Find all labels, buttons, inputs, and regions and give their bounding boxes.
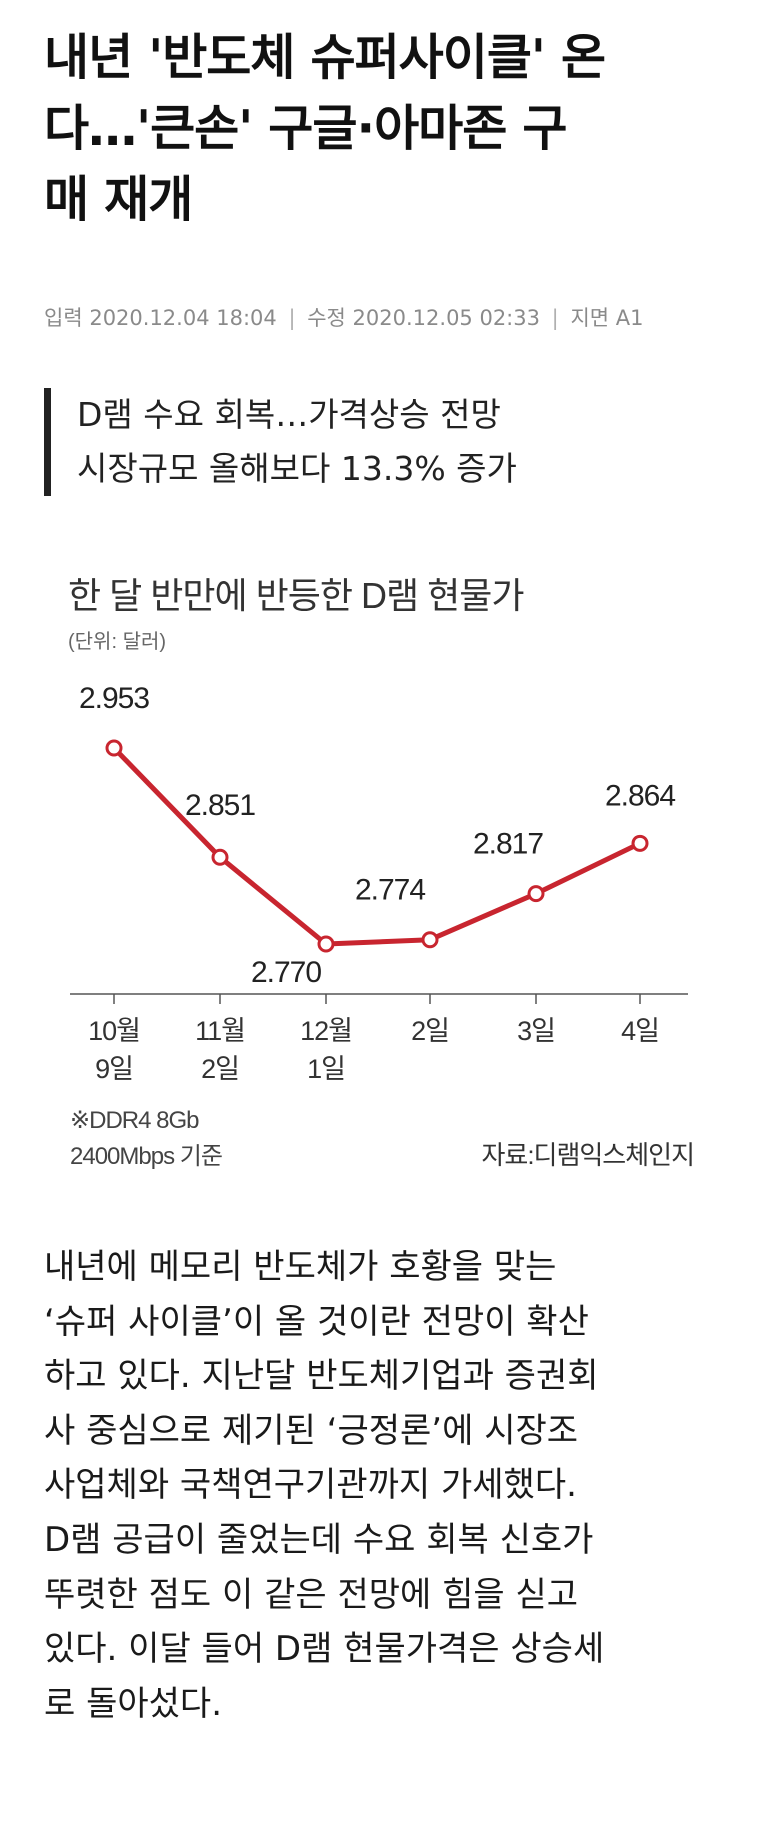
headline-line: 내년 '반도체 슈퍼사이클' 온 (44, 29, 606, 86)
article-subhead: D램 수요 회복…가격상승 전망 시장규모 올해보다 13.3% 증가 (44, 388, 760, 496)
x-tick-label: 11월 (195, 1016, 245, 1046)
input-time: 2020.12.04 18:04 (89, 306, 277, 330)
chart-title: 한 달 반만에 반등한 D램 현물가 (68, 575, 523, 616)
input-label: 입력 (44, 306, 83, 330)
page-label: 지면 (570, 306, 610, 330)
modified-label: 수정 (307, 306, 346, 330)
chart-source: 자료:디램익스체인지 (481, 1140, 694, 1170)
data-label: 2.770 (251, 956, 321, 989)
chart-unit-note: (단위: 달러) (68, 630, 166, 653)
body-line: 사 중심으로 제기된 ‘긍정론’에 시장조 (44, 1410, 579, 1451)
x-tick-label: 10월 (88, 1016, 140, 1046)
body-line: 내년에 메모리 반도체가 호황을 맞는 (44, 1247, 557, 1287)
subhead-line: D램 수요 회복…가격상승 전망 (77, 395, 501, 434)
price-chart-svg: 한 달 반만에 반등한 D램 현물가 (단위: 달러) 2.953 2.851 2.77… (68, 575, 695, 1170)
data-label: 2.864 (605, 779, 675, 812)
body-line: 사업체와 국책연구기관까지 가세했다. (44, 1465, 577, 1506)
body-line: 있다. 이달 들어 D램 현물가격은 상승세 (44, 1629, 605, 1670)
x-tick-label: 2일 (411, 1016, 449, 1046)
subhead-line: 시장규모 올해보다 13.3% 증가 (77, 449, 517, 488)
page-number: A1 (615, 306, 644, 330)
data-point (317, 935, 335, 953)
x-tick-label: 4일 (621, 1016, 659, 1046)
chart-footnote: 2400Mbps 기준 (70, 1143, 222, 1170)
data-point (527, 885, 545, 903)
body-line: ‘슈퍼 사이클’이 올 것이란 전망이 확산 (44, 1301, 589, 1342)
x-tick-label: 2일 (201, 1054, 239, 1084)
data-label: 2.817 (473, 828, 543, 861)
x-tick-label: 9일 (95, 1054, 133, 1084)
body-line: 뚜렷한 점도 이 같은 전망에 힘을 싣고 (44, 1574, 579, 1615)
data-label: 2.851 (185, 789, 255, 822)
x-tick-label: 3일 (517, 1016, 555, 1046)
meta-separator: | (288, 306, 296, 330)
chart-footnote: ※DDR4 8Gb (70, 1107, 199, 1134)
body-line: 하고 있다. 지난달 반도체기업과 증권회 (44, 1356, 599, 1397)
modified-time: 2020.12.05 02:33 (352, 306, 540, 330)
body-line: D램 공급이 줄었는데 수요 회복 신호가 (44, 1519, 594, 1560)
data-point (631, 834, 649, 852)
data-point (105, 739, 123, 757)
data-label: 2.774 (355, 874, 425, 907)
x-tick-label: 1일 (307, 1054, 345, 1084)
price-chart: 한 달 반만에 반등한 D램 현물가 (단위: 달러) 2.953 2.851 2.77… (0, 560, 760, 1210)
data-point (421, 931, 439, 949)
headline-line: 매 재개 (44, 171, 193, 228)
body-line: 로 돌아섰다. (44, 1683, 223, 1724)
series-line (111, 745, 643, 947)
article-headline: 내년 '반도체 슈퍼사이클' 온 다…'큰손' 구글·아마존 구 매 재개 (44, 22, 734, 235)
article-body: 내년에 메모리 반도체가 호황을 맞는 ‘슈퍼 사이클’이 올 것이란 전망이 … (44, 1240, 734, 1731)
headline-line: 다…'큰손' 구글·아마존 구 (44, 100, 567, 157)
meta-separator: | (551, 306, 559, 330)
article-meta: 입력 2020.12.04 18:04 | 수정 2020.12.05 02:3… (44, 302, 734, 332)
data-label: 2.953 (79, 682, 149, 715)
x-tick-label: 12월 (300, 1016, 352, 1046)
data-point (211, 848, 229, 866)
